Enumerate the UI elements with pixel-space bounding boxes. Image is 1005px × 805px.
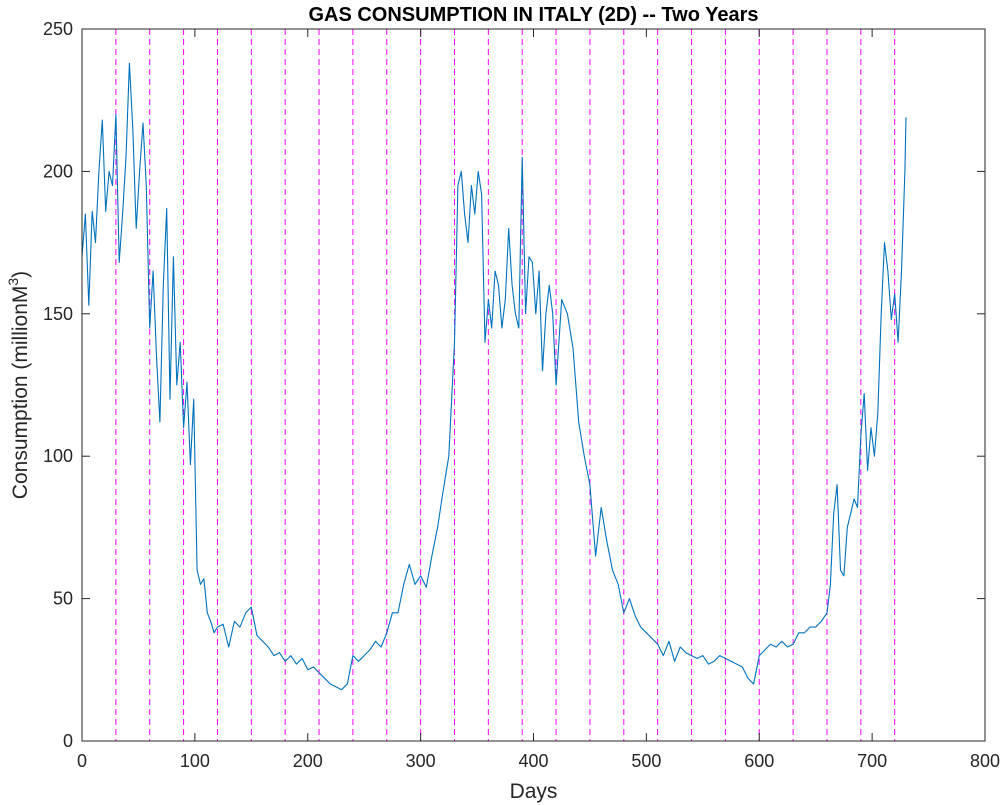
y-tick-labels: 0 50 100 150 200 250 [43, 19, 73, 751]
y-tick-label: 0 [63, 731, 73, 751]
y-axis-label-superscript: 3 [5, 278, 21, 286]
y-tick-label: 150 [43, 304, 73, 324]
x-tick-labels: 0 100 200 300 400 500 600 700 800 [77, 751, 1000, 771]
chart-title: GAS CONSUMPTION IN ITALY (2D) -- Two Yea… [308, 4, 758, 26]
y-axis-label: Consumption (millionM3) [5, 271, 32, 499]
y-tick-label: 100 [43, 446, 73, 466]
x-axis-label: Days [510, 780, 558, 803]
y-tick-label: 200 [43, 161, 73, 181]
x-tick-label: 500 [631, 751, 661, 771]
y-axis-label-main: Consumption (millionM [9, 286, 32, 500]
y-tick-label: 250 [43, 19, 73, 39]
x-tick-label: 400 [518, 751, 548, 771]
x-tick-label: 600 [744, 751, 774, 771]
x-tick-label: 100 [180, 751, 210, 771]
vertical-dashed-lines [115, 29, 896, 741]
x-tick-label: 200 [293, 751, 323, 771]
y-axis-label-end: ) [9, 271, 32, 278]
x-tick-label: 300 [406, 751, 436, 771]
series-group [81, 62, 907, 691]
x-tick-label: 800 [970, 751, 1000, 771]
y-tick-label: 50 [53, 589, 73, 609]
x-tick-label: 700 [857, 751, 887, 771]
series-line-0 [81, 62, 907, 691]
x-tick-label: 0 [77, 751, 87, 771]
plot-area-frame [81, 28, 986, 742]
